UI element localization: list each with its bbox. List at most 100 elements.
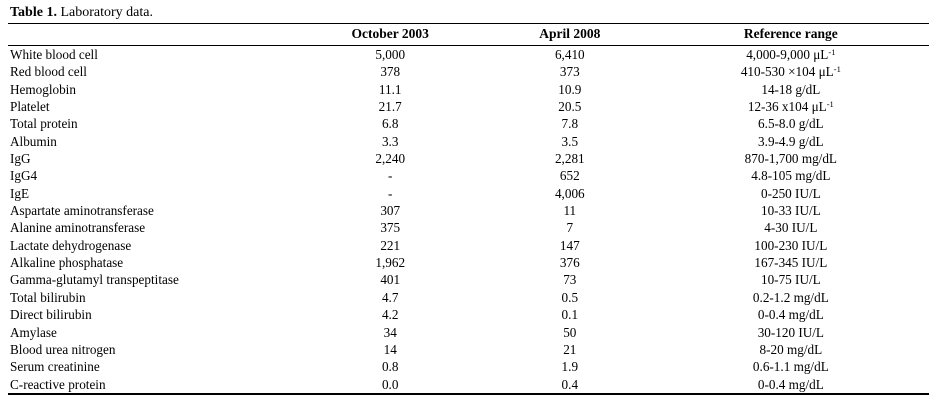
reference-range-text: 0.2-1.2 mg/dL [752, 289, 829, 305]
reference-range-value: 870-1,700 mg/dL [653, 150, 929, 167]
april-2008-value: 50 [563, 324, 577, 340]
row-label: Aspartate aminotransferase [10, 203, 154, 219]
reference-range-text: 0.6-1.1 mg/dL [752, 359, 829, 375]
table-caption-text: Laboratory data. [60, 5, 153, 20]
row-label: IgG [10, 151, 31, 167]
table-caption: Table 1. Laboratory data. [8, 2, 929, 23]
table-row: Gamma-glutamyl transpeptitase 401 73 10-75 … [8, 271, 929, 288]
reference-range-value: 410-530 ×104 μL-1 [653, 63, 929, 80]
reference-range-value: 0.6-1.1 mg/dL [653, 358, 929, 375]
reference-range-text: 4-30 IU/L [764, 220, 818, 236]
reference-range-text: 12-36 x104 μL [747, 99, 827, 115]
reference-range-text: 167-345 IU/L [754, 255, 828, 271]
row-label: Total bilirubin [10, 289, 86, 305]
october-2003-value: 0.8 [381, 359, 399, 375]
table-row: Lactate dehydrogenase 221 147 100-230 IU/L [8, 237, 929, 254]
reference-range-value: 4.8-105 mg/dL [653, 167, 929, 184]
october-2003-value: 378 [380, 64, 401, 80]
april-2008-value: 21 [563, 341, 577, 357]
reference-range-value: 4,000-9,000 μL-1 [653, 46, 929, 64]
april-2008-value: 0.1 [561, 307, 579, 323]
reference-range-value: 4-30 IU/L [653, 219, 929, 236]
october-2003-value: - [388, 168, 393, 184]
april-2008-value: 147 [559, 237, 580, 253]
reference-range-text: 8-20 mg/dL [759, 341, 823, 357]
table-row: Hemoglobin 11.1 10.9 14-18 g/dL [8, 81, 929, 98]
table-row: IgG4 - 652 4.8-105 mg/dL [8, 167, 929, 184]
october-2003-value: 5,000 [375, 47, 406, 62]
october-2003-value: 375 [380, 220, 401, 236]
reference-range-value: 6.5-8.0 g/dL [653, 115, 929, 132]
column-header-october-2003: October 2003 [293, 23, 487, 46]
april-2008-value: 373 [559, 64, 580, 80]
row-label: Serum creatinine [10, 359, 100, 375]
row-label: IgG4 [10, 168, 38, 184]
reference-range-text: 100-230 IU/L [754, 237, 828, 253]
october-2003-value: 34 [383, 324, 397, 340]
table-row: Amylase 34 50 30-120 IU/L [8, 324, 929, 341]
reference-range-superscript: -1 [833, 64, 841, 75]
reference-range-value: 3.9-4.9 g/dL [653, 133, 929, 150]
reference-range-text: 6.5-8.0 g/dL [758, 116, 824, 132]
reference-range-value: 0.2-1.2 mg/dL [653, 289, 929, 306]
row-label: Alanine aminotransferase [10, 220, 146, 236]
table-caption-number: Table 1. [10, 5, 57, 20]
reference-range-value: 10-75 IU/L [653, 271, 929, 288]
reference-range-value: 10-33 IU/L [653, 202, 929, 219]
reference-range-text: 14-18 g/dL [761, 81, 821, 97]
row-label: Albumin [10, 133, 57, 149]
october-2003-value: 221 [380, 237, 401, 253]
reference-range-value: 0-0.4 mg/dL [653, 376, 929, 394]
reference-range-value: 167-345 IU/L [653, 254, 929, 271]
row-label: IgE [10, 185, 30, 201]
reference-range-value: 0-0.4 mg/dL [653, 306, 929, 323]
april-2008-value: 11 [563, 203, 577, 219]
table-row: IgE - 4,006 0-250 IU/L [8, 185, 929, 202]
table-row: Platelet 21.7 20.5 12-36 x104 μL-1 [8, 98, 929, 115]
april-2008-value: 4,006 [554, 185, 585, 201]
reference-range-text: 0-0.4 mg/dL [757, 307, 824, 323]
row-label: Hemoglobin [10, 81, 76, 97]
october-2003-value: 14 [383, 341, 397, 357]
row-label: Gamma-glutamyl transpeptitase [10, 272, 179, 288]
table-row: Direct bilirubin 4.2 0.1 0-0.4 mg/dL [8, 306, 929, 323]
table-row: Total bilirubin 4.7 0.5 0.2-1.2 mg/dL [8, 289, 929, 306]
table-row: Alanine aminotransferase 375 7 4-30 IU/L [8, 219, 929, 236]
reference-range-text: 410-530 ×104 μL [740, 64, 834, 80]
column-header-april-2008: April 2008 [486, 23, 653, 46]
table-row: Serum creatinine 0.8 1.9 0.6-1.1 mg/dL [8, 358, 929, 375]
april-2008-value: 0.4 [561, 376, 579, 392]
april-2008-value: 1.9 [561, 359, 579, 375]
reference-range-value: 8-20 mg/dL [653, 341, 929, 358]
reference-range-text: 10-75 IU/L [760, 272, 821, 288]
april-2008-value: 652 [559, 168, 580, 184]
reference-range-text: 3.9-4.9 g/dL [758, 133, 824, 149]
april-2008-value: 3.5 [561, 133, 579, 149]
reference-range-value: 12-36 x104 μL-1 [653, 98, 929, 115]
april-2008-value: 7 [566, 220, 574, 236]
april-2008-value: 7.8 [561, 116, 579, 132]
row-label: Lactate dehydrogenase [10, 237, 132, 253]
reference-range-text: 10-33 IU/L [760, 203, 821, 219]
reference-range-value: 14-18 g/dL [653, 81, 929, 98]
october-2003-value: 2,240 [375, 151, 406, 167]
october-2003-value: 3.3 [381, 133, 399, 149]
column-header-reference-range: Reference range [652, 23, 929, 46]
reference-range-value: 100-230 IU/L [653, 237, 929, 254]
row-label: Direct bilirubin [10, 307, 92, 323]
october-2003-value: - [388, 185, 393, 201]
table-row: Blood urea nitrogen 14 21 8-20 mg/dL [8, 341, 929, 358]
row-label: Red blood cell [10, 64, 87, 80]
october-2003-value: 401 [380, 272, 401, 288]
table-row: Aspartate aminotransferase 307 11 10-33 IU/… [8, 202, 929, 219]
october-2003-value: 4.7 [381, 289, 399, 305]
table-row: C-reactive protein 0.0 0.4 0-0.4 mg/dL [8, 376, 929, 394]
april-2008-value: 20.5 [558, 99, 582, 115]
reference-range-text: 0-0.4 mg/dL [757, 376, 824, 392]
october-2003-value: 6.8 [381, 116, 399, 132]
reference-range-text: 0-250 IU/L [760, 185, 821, 201]
april-2008-value: 6,410 [554, 47, 585, 62]
october-2003-value: 1,962 [375, 255, 406, 271]
column-header-parameter [8, 23, 294, 46]
